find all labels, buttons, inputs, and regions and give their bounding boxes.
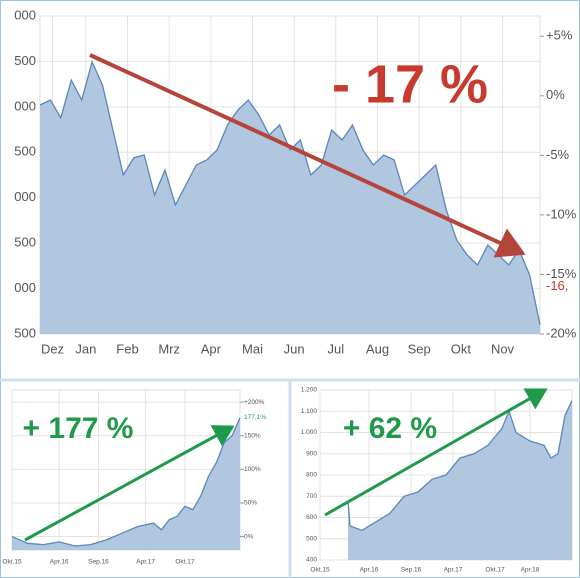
y-tick-label: 500 — [306, 535, 317, 542]
x-tick-label: Okt.15 — [310, 567, 330, 574]
x-tick-label: Nov — [491, 341, 515, 356]
y2-tick-label: 0% — [546, 87, 565, 102]
x-tick-label: Aug — [366, 341, 389, 356]
line — [347, 400, 573, 532]
trend-arrow — [89, 53, 526, 258]
y-tick-label: 500 — [14, 53, 36, 68]
y2-tick-label: +200% — [244, 399, 265, 406]
area — [12, 417, 240, 550]
x-tick-label: Apr — [201, 341, 222, 356]
y-tick-label: 600 — [306, 514, 317, 521]
y2-tick-label: -5% — [546, 147, 570, 162]
x-tick-label: Apr.16 — [360, 567, 379, 574]
x-tick-label: Feb — [116, 341, 138, 356]
y-tick-label: 000 — [14, 280, 36, 295]
y-tick-label: 000 — [14, 7, 36, 22]
area — [40, 61, 540, 335]
value-label: -16, — [546, 278, 568, 293]
y-tick-label: 500 — [14, 235, 36, 250]
x-tick-label: Okt.15 — [2, 559, 22, 566]
annotation: - 17 % — [332, 54, 488, 114]
line — [11, 417, 241, 547]
x-tick-label: Jan — [75, 341, 96, 356]
y-tick-label: 900 — [306, 450, 317, 457]
y2-tick-label: 100% — [244, 466, 261, 473]
annotation: + 177 % — [23, 412, 134, 445]
x-tick-label: Okt.17 — [485, 567, 505, 574]
x-tick-label: Jun — [284, 341, 305, 356]
y-tick-label: 500 — [14, 144, 36, 159]
y2-tick-label: 150% — [244, 432, 261, 439]
y-tick-label: 700 — [306, 493, 317, 500]
x-tick-label: Sep.16 — [88, 559, 109, 566]
x-tick-label: Apr.16 — [50, 559, 69, 566]
y-tick-label: 1.200 — [301, 387, 318, 394]
x-tick-label: Jul — [328, 341, 345, 356]
y2-tick-label: 50% — [244, 500, 257, 507]
y-tick-label: 400 — [306, 557, 317, 564]
y-tick-label: 500 — [14, 325, 36, 340]
x-tick-label: Sep — [408, 341, 431, 356]
y2-tick-label: -15% — [546, 266, 577, 281]
y-tick-label: 000 — [14, 189, 36, 204]
x-tick-label: Apr.17 — [136, 559, 155, 566]
x-tick-label: Mrz — [158, 341, 180, 356]
trend-arrow — [24, 425, 235, 542]
x-tick-label: Mai — [242, 341, 263, 356]
y-tick-label: 1.000 — [301, 429, 318, 436]
area — [348, 400, 572, 560]
x-tick-label: Okt — [451, 341, 472, 356]
y-tick-label: 1.100 — [301, 408, 318, 415]
annotation: + 62 % — [343, 412, 437, 445]
y2-tick-label: 0% — [244, 533, 254, 540]
y2-tick-label: -10% — [546, 206, 577, 221]
line — [39, 59, 541, 326]
trend-arrow — [324, 388, 548, 517]
x-tick-label: Apr.17 — [444, 567, 463, 574]
x-tick-label: Okt.17 — [175, 559, 195, 566]
y-tick-label: 800 — [306, 472, 317, 479]
x-tick-label: Apr.18 — [521, 567, 540, 574]
y2-tick-label: -20% — [546, 325, 577, 340]
x-tick-label: Sep.16 — [401, 567, 422, 574]
y-tick-label: 000 — [14, 98, 36, 113]
value-label: 177,1% — [244, 414, 266, 421]
y2-tick-label: +5% — [546, 28, 573, 43]
x-tick-label: Dez — [41, 341, 64, 356]
